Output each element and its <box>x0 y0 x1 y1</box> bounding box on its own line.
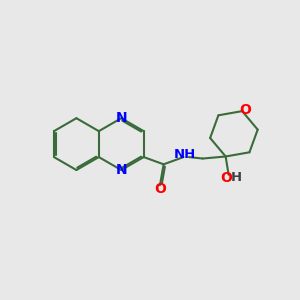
Text: NH: NH <box>174 148 196 160</box>
Text: O: O <box>220 171 232 185</box>
Text: H: H <box>230 171 242 184</box>
Text: O: O <box>154 182 166 196</box>
Text: O: O <box>239 103 251 117</box>
Text: N: N <box>116 163 127 177</box>
Text: N: N <box>116 111 127 125</box>
